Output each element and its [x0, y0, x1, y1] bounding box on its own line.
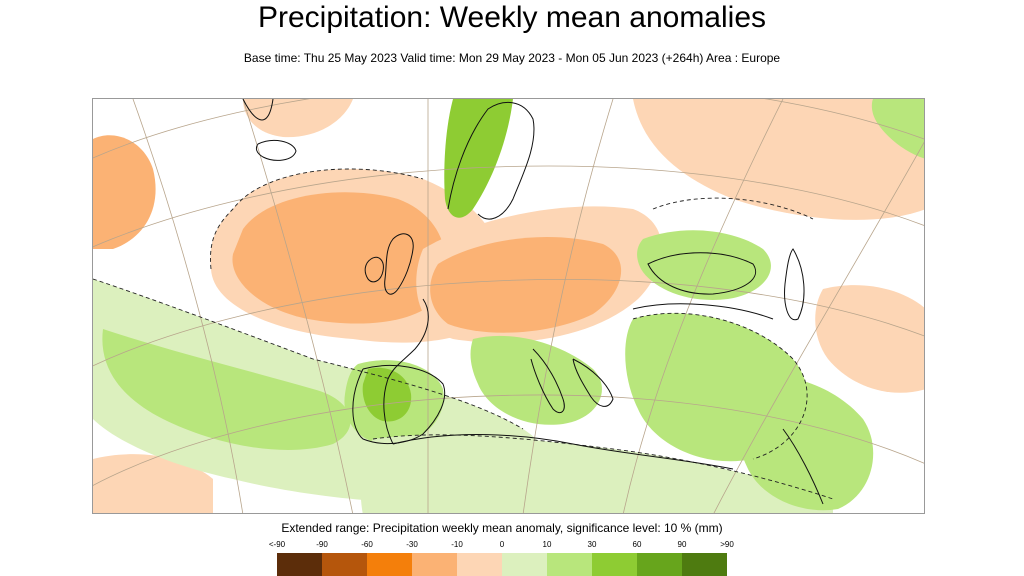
coast-caspian — [784, 248, 805, 321]
coast-north-africa — [392, 434, 734, 470]
map-canvas — [93, 99, 924, 513]
legend-swatch — [637, 553, 682, 576]
wet-region-mediterranean — [470, 335, 602, 425]
dry-region-greenland-east — [243, 99, 353, 138]
coast-greenland — [242, 99, 274, 121]
legend-tick-label: <-90 — [268, 540, 286, 549]
coast-turkey — [632, 303, 774, 320]
coast-iberia — [352, 364, 446, 444]
wet-region-black-sea — [637, 230, 771, 300]
legend-swatch — [592, 553, 637, 576]
chart-title: Precipitation: Weekly mean anomalies — [257, 1, 767, 34]
legend-tick-label: >90 — [720, 540, 734, 549]
legend-swatch — [457, 553, 502, 576]
coast-ireland — [364, 256, 384, 283]
legend-caption: Extended range: Precipitation weekly mea… — [281, 521, 723, 535]
dry-region-western-russia — [633, 99, 924, 220]
graticule — [93, 99, 924, 513]
legend-swatch — [322, 553, 367, 576]
dry-region-west-atlantic — [93, 135, 156, 249]
dry-region-middle-east — [815, 285, 924, 393]
legend-tick-label: -10 — [451, 540, 463, 549]
wet-region-scandinavia — [444, 99, 513, 218]
legend-tick-label: 30 — [587, 540, 597, 549]
coast-red-sea — [782, 428, 824, 505]
legend-ticks: <-90 -90 -60 -30 -10 0 10 30 60 90 >90 — [255, 540, 750, 552]
coast-italy — [530, 348, 565, 414]
significance-contours — [93, 168, 834, 500]
legend-colorbar — [277, 553, 727, 576]
coast-iceland — [255, 140, 297, 161]
coast-greece-balkans — [572, 358, 614, 407]
legend-tick-label: -60 — [361, 540, 373, 549]
legend-swatch — [412, 553, 457, 576]
wet-region-arabia — [735, 375, 874, 511]
legend-tick-label: 90 — [677, 540, 687, 549]
dry-anomaly-regions — [93, 99, 924, 513]
wet-region-north-africa — [360, 434, 833, 513]
legend-tick-label: -90 — [316, 540, 328, 549]
legend-swatch — [682, 553, 727, 576]
legend-swatch — [367, 553, 412, 576]
coastlines — [242, 99, 824, 505]
europe-map[interactable] — [92, 98, 925, 514]
legend-swatch — [277, 553, 322, 576]
coast-british-isles — [384, 233, 414, 295]
dry-region-southwest — [93, 454, 213, 513]
legend-tick-label: 60 — [632, 540, 642, 549]
wet-region-arctic-east — [871, 99, 924, 159]
strong-dry-region-north-atlantic — [232, 192, 446, 324]
legend-tick-label: 10 — [542, 540, 552, 549]
legend-swatch — [502, 553, 547, 576]
legend-swatch — [547, 553, 592, 576]
coast-scandinavia — [447, 101, 535, 220]
wet-anomaly-regions — [93, 99, 924, 513]
coast-black-sea — [647, 252, 756, 295]
legend-tick-label: -30 — [406, 540, 418, 549]
chart-subtitle: Base time: Thu 25 May 2023 Valid time: M… — [243, 51, 781, 65]
legend-tick-label: 0 — [499, 540, 505, 549]
strong-dry-region-central-europe — [430, 236, 622, 333]
